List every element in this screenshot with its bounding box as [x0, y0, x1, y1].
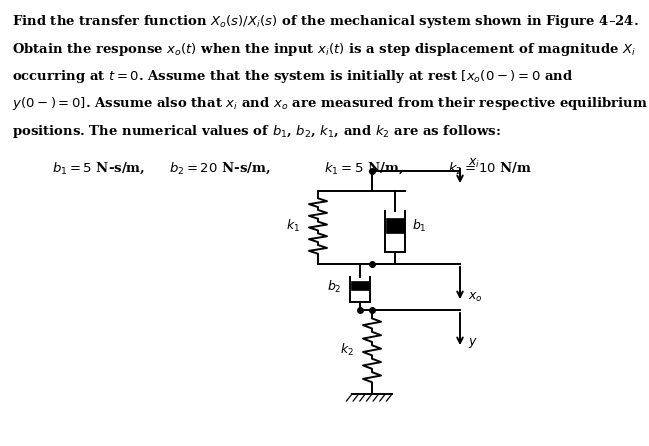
Text: $y$: $y$ — [468, 336, 478, 350]
Text: positions. The numerical values of $b_1$, $b_2$, $k_1$, and $k_2$ are as follows: positions. The numerical values of $b_1$… — [12, 123, 501, 140]
Text: $k_2 = 10$ N/m: $k_2 = 10$ N/m — [448, 161, 532, 177]
Text: $x_o$: $x_o$ — [468, 290, 483, 304]
Text: Find the transfer function $X_o(s)/X_i(s)$ of the mechanical system shown in Fig: Find the transfer function $X_o(s)/X_i(s… — [12, 13, 639, 30]
Text: $k_2$: $k_2$ — [340, 342, 354, 358]
Text: occurring at $t = 0$. Assume that the system is initially at rest $[x_o(0-) = 0$: occurring at $t = 0$. Assume that the sy… — [12, 68, 574, 85]
Text: $b_2$: $b_2$ — [328, 279, 342, 295]
Text: Obtain the response $x_o(t)$ when the input $x_i(t)$ is a step displacement of m: Obtain the response $x_o(t)$ when the in… — [12, 41, 636, 58]
Bar — [351, 281, 369, 290]
Text: $b_1 = 5$ N-s/m,: $b_1 = 5$ N-s/m, — [52, 161, 145, 176]
Text: $y(0-) = 0]$. Assume also that $x_i$ and $x_o$ are measured from their respectiv: $y(0-) = 0]$. Assume also that $x_i$ and… — [12, 95, 648, 112]
Text: $k_1$: $k_1$ — [286, 218, 300, 234]
Text: $k_1 = 5$ N/m,: $k_1 = 5$ N/m, — [324, 161, 404, 176]
Text: $x_i$: $x_i$ — [468, 157, 480, 169]
Text: $b_1$: $b_1$ — [412, 218, 426, 234]
Bar — [386, 219, 404, 232]
Text: $b_2 = 20$ N-s/m,: $b_2 = 20$ N-s/m, — [169, 161, 271, 176]
